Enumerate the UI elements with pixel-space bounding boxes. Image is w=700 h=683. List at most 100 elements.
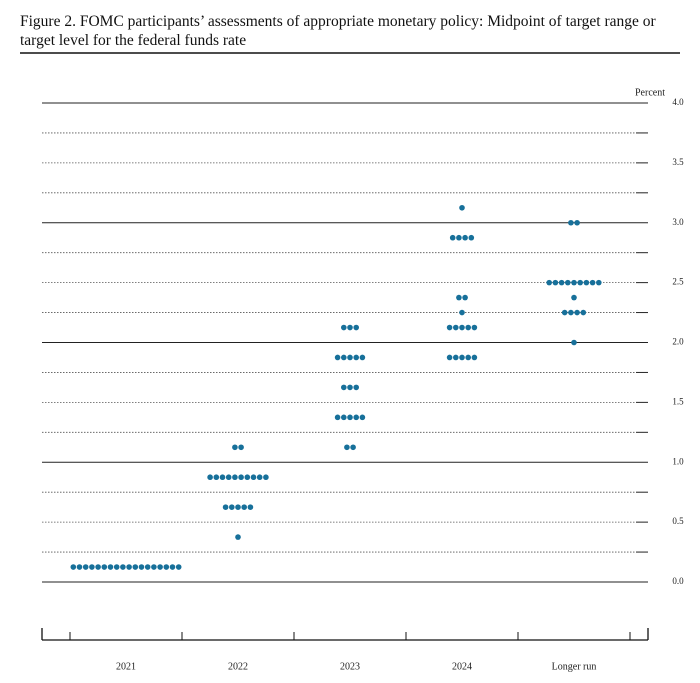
dot [577, 279, 583, 286]
dot [471, 324, 478, 331]
dot [359, 414, 366, 421]
dot [144, 564, 151, 570]
dot [459, 309, 465, 316]
dot [151, 564, 157, 570]
y-tick-label: 2.0 [672, 337, 684, 347]
dot [347, 324, 353, 331]
y-tick-label: 0.5 [672, 516, 684, 526]
dot [574, 219, 580, 226]
dot [244, 474, 251, 481]
dot [561, 309, 568, 316]
y-tick-label: 4.0 [672, 97, 684, 107]
dot [213, 474, 220, 481]
dot [596, 279, 602, 286]
dot [353, 384, 360, 391]
dot [568, 219, 574, 226]
dot [235, 504, 241, 510]
dot [571, 294, 577, 301]
x-tick-label: 2024 [452, 661, 472, 672]
dot [459, 354, 465, 361]
dot [350, 444, 356, 451]
dot [175, 564, 182, 570]
dot [132, 564, 139, 570]
dot [169, 564, 176, 570]
dot [347, 414, 353, 421]
dot [232, 474, 238, 481]
dot [232, 444, 238, 451]
dot [471, 354, 478, 361]
dot [76, 564, 83, 570]
dot [456, 234, 462, 241]
dot [219, 474, 226, 481]
dot [546, 279, 552, 286]
dot [359, 354, 366, 361]
dot [247, 504, 254, 510]
dot [465, 354, 472, 361]
dot [163, 564, 170, 570]
x-tick-label: 2022 [228, 661, 248, 672]
dot [446, 354, 453, 361]
y-tick-label: 3.5 [672, 157, 684, 167]
dot [250, 474, 257, 481]
dot [263, 474, 269, 481]
dot [229, 504, 235, 510]
dot [347, 384, 353, 391]
dot [449, 234, 456, 241]
dot [347, 354, 353, 361]
dot [571, 339, 577, 346]
dot [456, 294, 462, 301]
dot [565, 279, 571, 286]
chart-title: Figure 2. FOMC participants’ assessments… [20, 13, 656, 49]
dot [462, 234, 468, 241]
dot [207, 474, 213, 481]
dot [468, 234, 475, 241]
dot [446, 324, 453, 331]
dot [334, 414, 341, 421]
y-tick-label: 2.5 [672, 277, 684, 287]
dot [341, 414, 347, 421]
dot [353, 414, 360, 421]
dot [583, 279, 590, 286]
dot [580, 309, 587, 316]
dot [138, 564, 145, 570]
y-tick-label: 3.0 [672, 217, 684, 227]
dot [574, 309, 580, 316]
dot [453, 324, 459, 331]
dot [571, 279, 577, 286]
dot [453, 354, 459, 361]
y-tick-label: 1.0 [672, 456, 684, 466]
dot [552, 279, 559, 286]
dot [353, 354, 360, 361]
dot [344, 444, 350, 451]
dot [82, 564, 89, 570]
dot [241, 504, 247, 510]
dot [238, 444, 244, 451]
dot [341, 354, 347, 361]
dot [589, 279, 596, 286]
dot [95, 564, 101, 570]
dot [157, 564, 163, 570]
dot [89, 564, 95, 570]
dot [225, 474, 232, 481]
dot [465, 324, 472, 331]
dot [353, 324, 360, 331]
dot [107, 564, 114, 570]
dot [256, 474, 263, 481]
dot [222, 504, 229, 510]
dot [113, 564, 120, 570]
dot [462, 294, 468, 301]
dot [459, 204, 465, 211]
x-tick-label: 2023 [340, 661, 360, 672]
dot [558, 279, 565, 286]
x-tick-label: 2021 [116, 661, 136, 672]
y-tick-label: 1.5 [672, 396, 684, 406]
dot [101, 564, 108, 570]
dot [341, 324, 347, 331]
dot [235, 534, 241, 540]
dot [341, 384, 347, 391]
dot [126, 564, 132, 570]
dot [238, 474, 244, 481]
dot [120, 564, 126, 570]
y-tick-label: 0.0 [672, 576, 684, 586]
